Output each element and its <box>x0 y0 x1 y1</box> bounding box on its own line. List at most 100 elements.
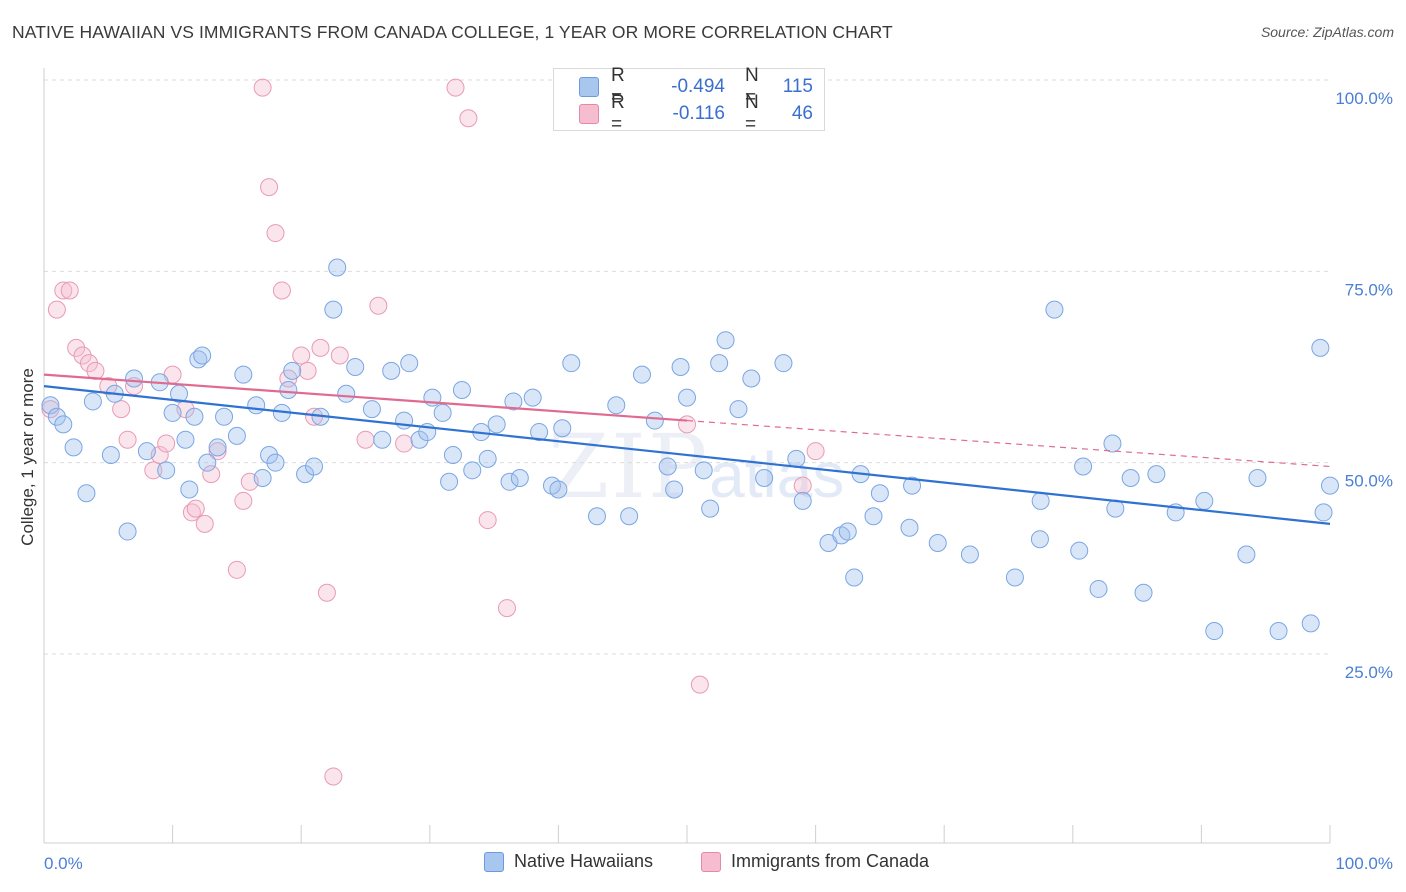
data-point-immigrants-from-canada <box>311 338 330 357</box>
data-point-immigrants-from-canada <box>47 300 66 319</box>
data-point-native-hawaiians <box>77 484 96 503</box>
data-point-immigrants-from-canada <box>99 377 118 396</box>
data-point-native-hawaiians <box>208 438 227 457</box>
data-point-native-hawaiians <box>452 380 471 399</box>
data-point-native-hawaiians <box>1134 583 1153 602</box>
legend-item-native-hawaiians[interactable]: Native Hawaiians <box>484 851 653 872</box>
data-point-native-hawaiians <box>1237 545 1256 564</box>
data-point-native-hawaiians <box>587 507 606 526</box>
source-label: Source: ZipAtlas.com <box>1260 24 1394 40</box>
x-tick-label: 0.0% <box>44 854 83 873</box>
data-point-native-hawaiians <box>710 354 729 373</box>
data-point-native-hawaiians <box>337 384 356 403</box>
data-point-immigrants-from-canada <box>266 224 285 243</box>
data-point-immigrants-from-canada <box>369 296 388 315</box>
data-point-native-hawaiians <box>443 446 462 465</box>
y-tick-label: 75.0% <box>1345 280 1393 299</box>
data-point-immigrants-from-canada <box>272 281 291 300</box>
data-point-native-hawaiians <box>900 518 919 537</box>
data-point-immigrants-from-canada <box>459 109 478 128</box>
data-point-native-hawaiians <box>362 400 381 419</box>
data-point-immigrants-from-canada <box>208 442 227 461</box>
data-point-native-hawaiians <box>227 426 246 445</box>
legend-swatch-pink <box>579 104 599 124</box>
y-tick-label: 50.0% <box>1345 472 1393 491</box>
watermark-atlas: atlas <box>709 439 845 511</box>
data-point-native-hawaiians <box>185 407 204 426</box>
data-point-immigrants-from-canada <box>186 499 205 518</box>
data-point-native-hawaiians <box>328 258 347 277</box>
data-point-native-hawaiians <box>658 457 677 476</box>
legend-r-label: R = <box>611 65 625 108</box>
legend-n-value: 46 <box>791 103 813 124</box>
legend-label: Native Hawaiians <box>514 851 654 871</box>
data-point-native-hawaiians <box>960 545 979 564</box>
data-point-native-hawaiians <box>296 465 315 484</box>
data-point-native-hawaiians <box>47 407 66 426</box>
data-point-native-hawaiians <box>562 354 581 373</box>
y-tick-label: 100.0% <box>1335 89 1393 108</box>
data-point-native-hawaiians <box>1314 503 1333 522</box>
data-point-immigrants-from-canada <box>112 400 131 419</box>
data-point-native-hawaiians <box>1005 568 1024 587</box>
data-point-native-hawaiians <box>787 449 806 468</box>
y-tick-label: 25.0% <box>1345 663 1393 682</box>
data-point-immigrants-from-canada <box>60 281 79 300</box>
data-point-native-hawaiians <box>400 354 419 373</box>
data-point-native-hawaiians <box>54 415 73 434</box>
axes <box>43 68 1331 844</box>
data-point-native-hawaiians <box>774 354 793 373</box>
data-point-native-hawaiians <box>279 380 298 399</box>
legend-swatch-blue <box>484 851 504 872</box>
data-point-native-hawaiians <box>729 400 748 419</box>
data-point-immigrants-from-canada <box>298 361 317 380</box>
data-point-native-hawaiians <box>838 522 857 541</box>
data-point-native-hawaiians <box>247 396 266 415</box>
axis-labels: 25.0% 50.0% 75.0% 100.0% 0.0% 100.0% College, … <box>18 89 1393 873</box>
data-point-native-hawaiians <box>101 446 120 465</box>
data-point-native-hawaiians <box>118 522 137 541</box>
data-point-native-hawaiians <box>395 411 414 430</box>
data-point-native-hawaiians <box>530 423 549 442</box>
legend-n-label: N = <box>745 92 759 135</box>
data-point-immigrants-from-canada <box>806 442 825 461</box>
legend-row-immigrants-from-canada: R = -0.116 N = 46 <box>554 92 813 135</box>
data-point-immigrants-from-canada <box>678 415 696 434</box>
data-point-native-hawaiians <box>1070 541 1089 560</box>
data-point-native-hawaiians <box>382 361 401 380</box>
data-point-native-hawaiians <box>125 369 144 388</box>
data-point-native-hawaiians <box>510 468 529 487</box>
data-point-native-hawaiians <box>234 365 253 384</box>
data-point-immigrants-from-canada <box>86 361 105 380</box>
watermark: ZIPatlas <box>548 415 844 518</box>
legend-n-label: N = <box>745 65 759 108</box>
data-point-native-hawaiians <box>283 361 302 380</box>
data-point-immigrants-from-canada <box>67 338 86 357</box>
data-point-native-hawaiians <box>260 446 279 465</box>
x-tick-label: 100.0% <box>1335 854 1393 873</box>
data-point-native-hawaiians <box>433 403 452 422</box>
data-point-native-hawaiians <box>253 468 272 487</box>
data-point-native-hawaiians <box>607 396 626 415</box>
data-point-native-hawaiians <box>549 480 568 499</box>
data-point-native-hawaiians <box>755 468 774 487</box>
data-point-immigrants-from-canada <box>330 346 349 365</box>
data-point-native-hawaiians <box>701 499 720 518</box>
legend-n-value: 115 <box>782 76 813 97</box>
data-point-native-hawaiians <box>1030 530 1049 549</box>
data-point-immigrants-from-canada <box>356 430 375 449</box>
legend-item-immigrants-from-canada[interactable]: Immigrants from Canada <box>701 851 929 872</box>
data-point-immigrants-from-canada <box>324 767 343 786</box>
data-point-immigrants-from-canada <box>144 461 163 480</box>
data-point-immigrants-from-canada <box>395 434 414 453</box>
watermark-zip: ZIP <box>548 415 710 518</box>
data-point-native-hawaiians <box>665 480 684 499</box>
data-point-native-hawaiians <box>137 442 156 461</box>
data-point-immigrants-from-canada <box>73 346 92 365</box>
data-point-native-hawaiians <box>903 476 922 495</box>
data-point-native-hawaiians <box>553 419 572 438</box>
data-point-native-hawaiians <box>504 392 523 411</box>
data-point-native-hawaiians <box>742 369 761 388</box>
data-point-native-hawaiians <box>266 453 285 472</box>
